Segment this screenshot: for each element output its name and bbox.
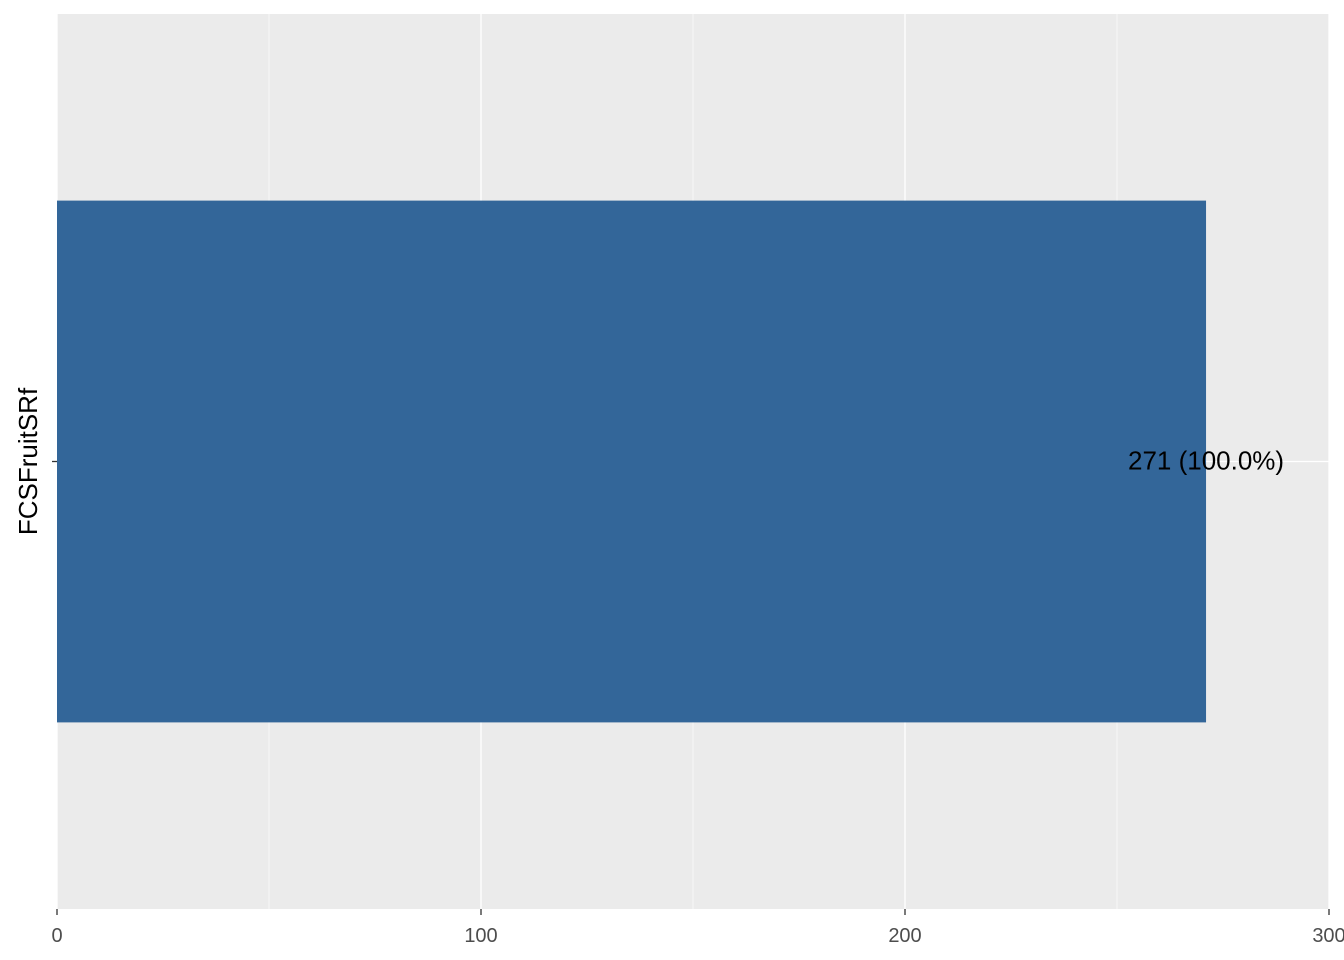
bar [57, 200, 1207, 723]
x-tick-label: 300 [1312, 925, 1344, 947]
y-tick-label: FCSFruitSRf [13, 387, 43, 535]
x-tick-label: 100 [464, 925, 497, 947]
data-label: 271 (100.0%) [1128, 445, 1284, 475]
x-tick-label: 200 [888, 925, 921, 947]
x-tick-label: 0 [51, 925, 62, 947]
